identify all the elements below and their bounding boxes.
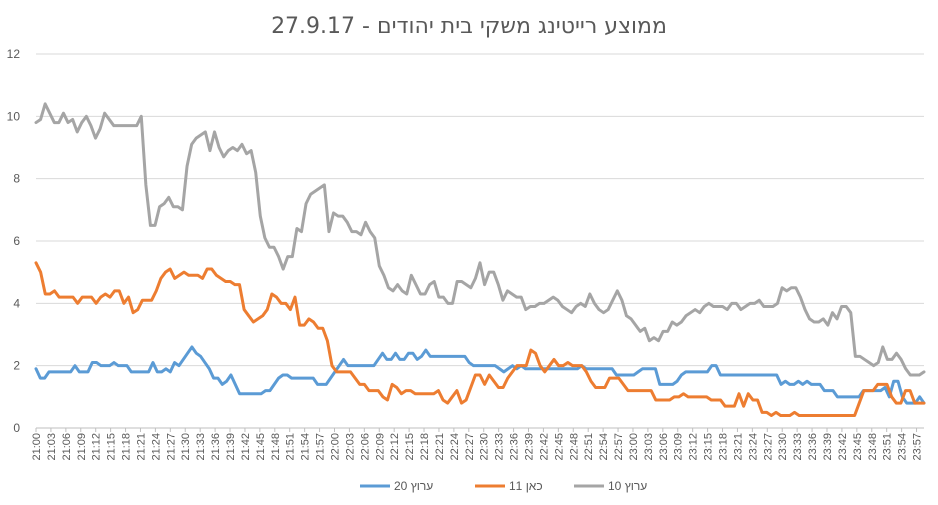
x-tick-label: 22:30 (479, 433, 491, 461)
x-tick-label: 23:03 (643, 433, 655, 461)
x-tick-label: 21:09 (76, 433, 88, 461)
x-tick-label: 22:15 (404, 433, 416, 461)
x-tick-label: 22:21 (434, 433, 446, 461)
x-tick-label: 21:00 (31, 433, 43, 461)
x-tick-label: 22:36 (509, 433, 521, 461)
x-tick-label: 21:42 (240, 433, 252, 461)
x-tick-label: 21:57 (315, 433, 327, 461)
y-tick-label: 10 (7, 109, 21, 123)
legend-label-0: ערוץ 20 (394, 479, 433, 493)
x-tick-label: 23:21 (732, 433, 744, 461)
legend-label-2: ערוץ 10 (608, 479, 647, 493)
x-tick-label: 21:24 (150, 433, 162, 461)
x-tick-label: 21:03 (46, 433, 58, 461)
y-tick-label: 2 (13, 359, 20, 373)
series-line-2 (34, 102, 926, 377)
x-tick-label: 23:51 (882, 433, 894, 461)
x-tick-label: 22:45 (553, 433, 565, 461)
x-tick-label: 21:36 (210, 433, 222, 461)
x-tick-label: 22:27 (464, 433, 476, 461)
x-tick-label: 23:33 (792, 433, 804, 461)
x-tick-label: 22:48 (568, 433, 580, 461)
x-tick-label: 23:57 (912, 433, 924, 461)
x-tick-label: 23:24 (747, 433, 759, 461)
x-tick-label: 22:03 (344, 433, 356, 461)
x-tick-label: 21:51 (285, 433, 297, 461)
x-tick-label: 23:54 (897, 433, 909, 461)
x-tick-label: 21:48 (270, 433, 282, 461)
legend-label-1: כאן 11 (509, 479, 543, 493)
x-tick-label: 23:15 (703, 433, 715, 461)
x-tick-label: 21:06 (61, 433, 73, 461)
x-tick-label: 22:33 (494, 433, 506, 461)
x-tick-label: 23:12 (688, 433, 700, 461)
x-tick-label: 23:45 (852, 433, 864, 461)
x-tick-label: 23:18 (718, 433, 730, 461)
x-tick-label: 21:27 (165, 433, 177, 461)
x-tick-label: 21:39 (225, 433, 237, 461)
x-tick-label: 21:18 (121, 433, 133, 461)
x-tick-label: 21:30 (180, 433, 192, 461)
x-tick-label: 23:39 (822, 433, 834, 461)
x-tick-label: 22:42 (538, 433, 550, 461)
x-tick-label: 21:12 (91, 433, 103, 461)
x-tick-label: 21:54 (300, 433, 312, 461)
x-tick-label: 22:09 (374, 433, 386, 461)
x-tick-label: 21:33 (195, 433, 207, 461)
x-tick-label: 23:30 (777, 433, 789, 461)
y-tick-label: 0 (13, 421, 20, 435)
x-tick-label: 23:00 (628, 433, 640, 461)
y-tick-label: 4 (13, 296, 20, 310)
x-tick-label: 22:54 (598, 433, 610, 461)
y-tick-label: 8 (13, 172, 20, 186)
gridlines (36, 53, 924, 429)
series-line-0 (34, 345, 926, 405)
legend: ערוץ 20 כאן 11 ערוץ 10 (360, 479, 647, 493)
x-tick-label: 22:39 (524, 433, 536, 461)
x-tick-label: 21:21 (135, 433, 147, 461)
chart-title: ממוצע רייטינג משקי בית יהודים - 27.9.17 (271, 14, 667, 39)
y-tick-label: 12 (7, 47, 21, 61)
x-tick-label: 21:45 (255, 433, 267, 461)
x-tick-label: 22:06 (359, 433, 371, 461)
x-tick-label: 21:15 (106, 433, 118, 461)
series-line-1 (34, 261, 926, 418)
x-tick-label: 22:57 (613, 433, 625, 461)
x-tick-label: 23:09 (673, 433, 685, 461)
x-tick-label: 23:27 (762, 433, 774, 461)
x-tick-label: 22:24 (449, 433, 461, 461)
x-tick-label: 22:18 (419, 433, 431, 461)
x-tick-label: 22:51 (583, 433, 595, 461)
x-tick-label: 22:12 (389, 433, 401, 461)
y-axis-ticks: 0 2 4 6 8 10 12 (7, 47, 21, 435)
x-tick-label: 23:36 (807, 433, 819, 461)
x-tick-label: 23:42 (837, 433, 849, 461)
x-tick-label: 22:00 (329, 433, 341, 461)
y-tick-label: 6 (13, 234, 20, 248)
x-tick-label: 23:48 (867, 433, 879, 461)
x-tick-label: 23:06 (658, 433, 670, 461)
series-lines (34, 102, 926, 418)
x-axis-ticks: 21:00 21:03 21:06 21:09 21:12 21:15 21:18 21:21… (31, 428, 924, 461)
